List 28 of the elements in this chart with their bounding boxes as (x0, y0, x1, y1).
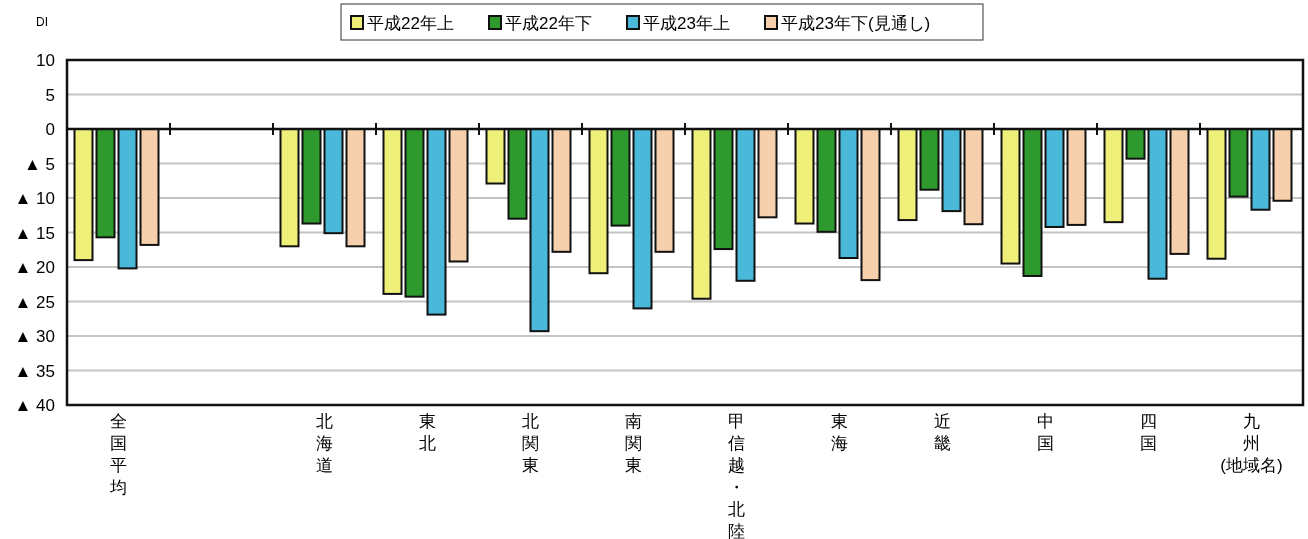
x-tick-label: 中国 (1037, 412, 1054, 453)
legend-label: 平成23年上 (643, 14, 730, 33)
legend-label: 平成22年上 (367, 14, 454, 33)
x-tick-label: 甲信越・北陸 (728, 412, 745, 539)
y-tick-label: ▲ 30 (14, 327, 55, 346)
y-tick-label: ▲ 15 (14, 223, 55, 243)
y-tick-label: ▲ 35 (14, 361, 55, 381)
y-tick-label: ▲ 20 (14, 258, 55, 277)
x-tick-label: 九州 (1243, 412, 1260, 453)
x-tick-label: 東海 (831, 412, 848, 453)
y-tick-label: 10 (36, 51, 55, 70)
x-tick-label: 北関東 (522, 412, 539, 475)
x-tick-label: 南関東 (625, 412, 642, 475)
legend-label: 平成23年下(見通し) (781, 14, 931, 33)
y-tick-label: ▲ 25 (14, 292, 55, 312)
y-axis-title: DI (36, 15, 48, 29)
x-tick-label: 北海道 (316, 412, 333, 475)
y-tick-label: ▲ 5 (23, 154, 55, 174)
y-tick-label: 5 (45, 85, 55, 105)
x-tick-label: 東北 (419, 412, 436, 453)
legend-label: 平成22年下 (505, 14, 592, 33)
x-tick-label: 近畿 (934, 412, 951, 453)
x-tick-label: 全国平均 (109, 412, 127, 497)
y-tick-label: ▲ 40 (14, 396, 55, 415)
x-tick-label: 四国 (1140, 412, 1157, 453)
x-axis-title: (地域名) (1220, 456, 1283, 475)
y-tick-label: ▲ 10 (14, 189, 55, 208)
y-tick-label: 0 (45, 120, 55, 139)
